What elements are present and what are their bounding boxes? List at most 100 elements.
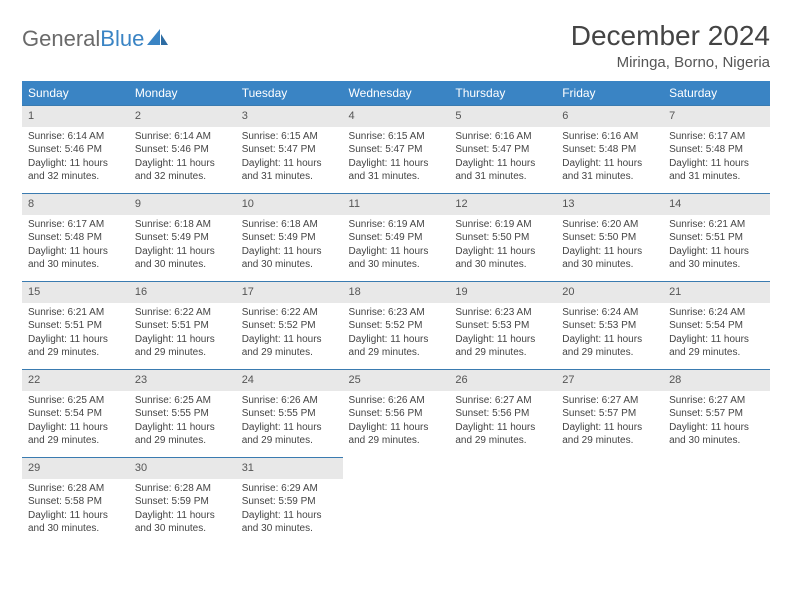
sunrise-text: Sunrise: 6:22 AM: [242, 306, 337, 320]
sunset-text: Sunset: 5:56 PM: [349, 407, 444, 421]
sunrise-text: Sunrise: 6:27 AM: [669, 394, 764, 408]
calendar-cell: 15Sunrise: 6:21 AMSunset: 5:51 PMDayligh…: [22, 281, 129, 369]
logo-text-general: General: [22, 26, 100, 52]
calendar-cell: .: [556, 457, 663, 545]
day-number: 20: [556, 281, 663, 303]
day-body: Sunrise: 6:20 AMSunset: 5:50 PMDaylight:…: [556, 215, 663, 278]
daylight-text: Daylight: 11 hours and 30 minutes.: [28, 245, 123, 272]
sunset-text: Sunset: 5:50 PM: [455, 231, 550, 245]
logo-text-blue: Blue: [100, 26, 144, 52]
calendar-row: 1Sunrise: 6:14 AMSunset: 5:46 PMDaylight…: [22, 105, 770, 193]
calendar-cell: 3Sunrise: 6:15 AMSunset: 5:47 PMDaylight…: [236, 105, 343, 193]
sunrise-text: Sunrise: 6:20 AM: [562, 218, 657, 232]
day-number: 1: [22, 105, 129, 127]
calendar-cell: 19Sunrise: 6:23 AMSunset: 5:53 PMDayligh…: [449, 281, 556, 369]
day-body: Sunrise: 6:29 AMSunset: 5:59 PMDaylight:…: [236, 479, 343, 542]
day-body: Sunrise: 6:23 AMSunset: 5:53 PMDaylight:…: [449, 303, 556, 366]
weekday-header: Thursday: [449, 81, 556, 105]
weekday-header: Sunday: [22, 81, 129, 105]
calendar-cell: 6Sunrise: 6:16 AMSunset: 5:48 PMDaylight…: [556, 105, 663, 193]
sunset-text: Sunset: 5:53 PM: [562, 319, 657, 333]
day-number: 25: [343, 369, 450, 391]
calendar-cell: 13Sunrise: 6:20 AMSunset: 5:50 PMDayligh…: [556, 193, 663, 281]
sunrise-text: Sunrise: 6:27 AM: [562, 394, 657, 408]
sunset-text: Sunset: 5:48 PM: [28, 231, 123, 245]
sunset-text: Sunset: 5:47 PM: [349, 143, 444, 157]
sunrise-text: Sunrise: 6:25 AM: [28, 394, 123, 408]
calendar-cell: 1Sunrise: 6:14 AMSunset: 5:46 PMDaylight…: [22, 105, 129, 193]
day-number: 14: [663, 193, 770, 215]
sunrise-text: Sunrise: 6:14 AM: [135, 130, 230, 144]
day-body: Sunrise: 6:28 AMSunset: 5:58 PMDaylight:…: [22, 479, 129, 542]
calendar-cell: 24Sunrise: 6:26 AMSunset: 5:55 PMDayligh…: [236, 369, 343, 457]
daylight-text: Daylight: 11 hours and 30 minutes.: [455, 245, 550, 272]
calendar-cell: 31Sunrise: 6:29 AMSunset: 5:59 PMDayligh…: [236, 457, 343, 545]
daylight-text: Daylight: 11 hours and 30 minutes.: [669, 421, 764, 448]
calendar-cell: 25Sunrise: 6:26 AMSunset: 5:56 PMDayligh…: [343, 369, 450, 457]
day-number: 19: [449, 281, 556, 303]
day-body: Sunrise: 6:25 AMSunset: 5:54 PMDaylight:…: [22, 391, 129, 454]
daylight-text: Daylight: 11 hours and 29 minutes.: [669, 333, 764, 360]
day-number: 9: [129, 193, 236, 215]
day-number: 6: [556, 105, 663, 127]
calendar-cell: 23Sunrise: 6:25 AMSunset: 5:55 PMDayligh…: [129, 369, 236, 457]
day-number: 27: [556, 369, 663, 391]
calendar-cell: 7Sunrise: 6:17 AMSunset: 5:48 PMDaylight…: [663, 105, 770, 193]
sunrise-text: Sunrise: 6:25 AM: [135, 394, 230, 408]
calendar-cell: .: [663, 457, 770, 545]
day-body: Sunrise: 6:26 AMSunset: 5:56 PMDaylight:…: [343, 391, 450, 454]
sunrise-text: Sunrise: 6:28 AM: [28, 482, 123, 496]
daylight-text: Daylight: 11 hours and 29 minutes.: [349, 421, 444, 448]
daylight-text: Daylight: 11 hours and 31 minutes.: [455, 157, 550, 184]
day-body: Sunrise: 6:28 AMSunset: 5:59 PMDaylight:…: [129, 479, 236, 542]
day-number: 4: [343, 105, 450, 127]
day-body: Sunrise: 6:23 AMSunset: 5:52 PMDaylight:…: [343, 303, 450, 366]
calendar-cell: 28Sunrise: 6:27 AMSunset: 5:57 PMDayligh…: [663, 369, 770, 457]
sunset-text: Sunset: 5:56 PM: [455, 407, 550, 421]
daylight-text: Daylight: 11 hours and 30 minutes.: [135, 509, 230, 536]
day-body: Sunrise: 6:19 AMSunset: 5:50 PMDaylight:…: [449, 215, 556, 278]
daylight-text: Daylight: 11 hours and 29 minutes.: [242, 333, 337, 360]
sunset-text: Sunset: 5:48 PM: [562, 143, 657, 157]
daylight-text: Daylight: 11 hours and 29 minutes.: [562, 421, 657, 448]
sunrise-text: Sunrise: 6:23 AM: [349, 306, 444, 320]
calendar-cell: 18Sunrise: 6:23 AMSunset: 5:52 PMDayligh…: [343, 281, 450, 369]
day-body: Sunrise: 6:21 AMSunset: 5:51 PMDaylight:…: [22, 303, 129, 366]
calendar-cell: 21Sunrise: 6:24 AMSunset: 5:54 PMDayligh…: [663, 281, 770, 369]
weekday-header: Saturday: [663, 81, 770, 105]
day-number: 31: [236, 457, 343, 479]
calendar-cell: 11Sunrise: 6:19 AMSunset: 5:49 PMDayligh…: [343, 193, 450, 281]
day-body: Sunrise: 6:15 AMSunset: 5:47 PMDaylight:…: [343, 127, 450, 190]
sunset-text: Sunset: 5:57 PM: [562, 407, 657, 421]
logo: GeneralBlue: [22, 20, 169, 52]
day-number: 11: [343, 193, 450, 215]
calendar-table: SundayMondayTuesdayWednesdayThursdayFrid…: [22, 81, 770, 545]
weekday-header-row: SundayMondayTuesdayWednesdayThursdayFrid…: [22, 81, 770, 105]
calendar-row: 22Sunrise: 6:25 AMSunset: 5:54 PMDayligh…: [22, 369, 770, 457]
sunrise-text: Sunrise: 6:27 AM: [455, 394, 550, 408]
daylight-text: Daylight: 11 hours and 30 minutes.: [242, 245, 337, 272]
calendar-cell: 30Sunrise: 6:28 AMSunset: 5:59 PMDayligh…: [129, 457, 236, 545]
calendar-cell: 12Sunrise: 6:19 AMSunset: 5:50 PMDayligh…: [449, 193, 556, 281]
day-body: Sunrise: 6:22 AMSunset: 5:51 PMDaylight:…: [129, 303, 236, 366]
sunrise-text: Sunrise: 6:18 AM: [242, 218, 337, 232]
day-body: Sunrise: 6:24 AMSunset: 5:54 PMDaylight:…: [663, 303, 770, 366]
daylight-text: Daylight: 11 hours and 30 minutes.: [28, 509, 123, 536]
calendar-cell: 20Sunrise: 6:24 AMSunset: 5:53 PMDayligh…: [556, 281, 663, 369]
day-number: 7: [663, 105, 770, 127]
daylight-text: Daylight: 11 hours and 31 minutes.: [562, 157, 657, 184]
day-number: 24: [236, 369, 343, 391]
daylight-text: Daylight: 11 hours and 30 minutes.: [135, 245, 230, 272]
daylight-text: Daylight: 11 hours and 32 minutes.: [28, 157, 123, 184]
sunset-text: Sunset: 5:51 PM: [669, 231, 764, 245]
sunrise-text: Sunrise: 6:22 AM: [135, 306, 230, 320]
sunset-text: Sunset: 5:47 PM: [455, 143, 550, 157]
day-number: 2: [129, 105, 236, 127]
day-body: Sunrise: 6:14 AMSunset: 5:46 PMDaylight:…: [22, 127, 129, 190]
calendar-row: 8Sunrise: 6:17 AMSunset: 5:48 PMDaylight…: [22, 193, 770, 281]
sunrise-text: Sunrise: 6:19 AM: [455, 218, 550, 232]
sunset-text: Sunset: 5:52 PM: [242, 319, 337, 333]
title-block: December 2024 Miringa, Borno, Nigeria: [571, 20, 770, 71]
sunset-text: Sunset: 5:48 PM: [669, 143, 764, 157]
sunrise-text: Sunrise: 6:15 AM: [349, 130, 444, 144]
